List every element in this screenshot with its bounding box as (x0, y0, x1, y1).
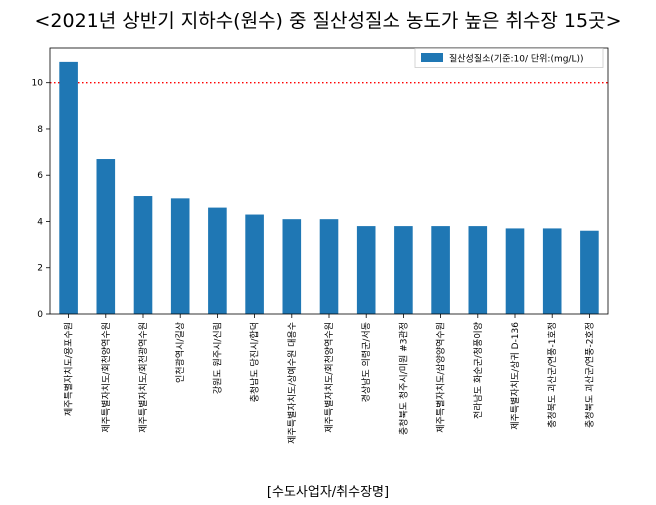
chart-title: <2021년 상반기 지하수(원수) 중 질산성질소 농도가 높은 취수장 15… (34, 10, 622, 32)
bar-9 (356, 226, 376, 314)
plot-frame (49, 47, 609, 315)
y-tick-label: 10 (32, 79, 44, 89)
x-tick-label: 제주특별자치도/회천양역수원 (323, 322, 335, 433)
bar-10 (394, 226, 413, 314)
y-tick-label: 0 (37, 310, 43, 320)
bar-1 (59, 61, 78, 314)
x-tick-label: 제주특별자치도/용포수원 (63, 322, 75, 416)
y-tick-label: 8 (37, 125, 43, 135)
legend-swatch (421, 53, 443, 62)
bar-12 (468, 226, 488, 314)
x-tick-label: 강원도 원주시/신림 (211, 322, 223, 394)
legend: 질산성질소(기준:10/ 단위:(mg/L)) (414, 48, 604, 68)
x-tick-label: 충청북도 괴산군/연풍-2호정 (584, 322, 595, 428)
x-tick-label: 인천광역시/길상 (174, 322, 186, 383)
bar-3 (133, 196, 153, 314)
bar-13 (505, 228, 525, 314)
x-tick-label: 경상남도 의령군/서동 (360, 322, 372, 402)
legend-label: 질산성질소(기준:10/ 단위:(mg/L)) (449, 53, 584, 65)
x-tick-label: 제주특별자치도/삼양양역수원 (435, 322, 447, 433)
bar-11 (431, 226, 450, 314)
y-tick-label: 6 (37, 171, 43, 181)
x-tick-label: 충청북도 괴산군/연풍-1호정 (547, 322, 558, 428)
x-tick-label: 전라남도 화순군/청풍이양 (473, 322, 484, 419)
bar-6 (245, 214, 264, 314)
bar-5 (208, 207, 227, 314)
bar-4 (170, 198, 190, 314)
bar-15 (580, 230, 599, 314)
bar-14 (542, 228, 562, 314)
x-tick-label: 제주특별자치도/상귀 D-136 (509, 322, 521, 430)
x-tick-label: 제주특별자치도/회천양역수원 (100, 322, 112, 433)
legend-box (414, 48, 604, 68)
x-tick-label: 제주특별자치도/상예수원 대용수 (286, 322, 298, 444)
bar-8 (319, 219, 339, 314)
y-tick-label: 2 (37, 264, 43, 274)
bar-7 (282, 219, 302, 314)
y-tick-label: 4 (37, 217, 43, 227)
x-tick-label: 제주특별자치도/회천광역수원 (137, 322, 149, 433)
bar-2 (96, 159, 116, 314)
x-axis-label: [수도사업자/취수장명] (266, 485, 390, 500)
x-tick-label: 충청남도 당진시/합덕 (250, 322, 261, 402)
x-tick-label: 충청북도 청주시/미원 #3관정 (398, 322, 409, 435)
